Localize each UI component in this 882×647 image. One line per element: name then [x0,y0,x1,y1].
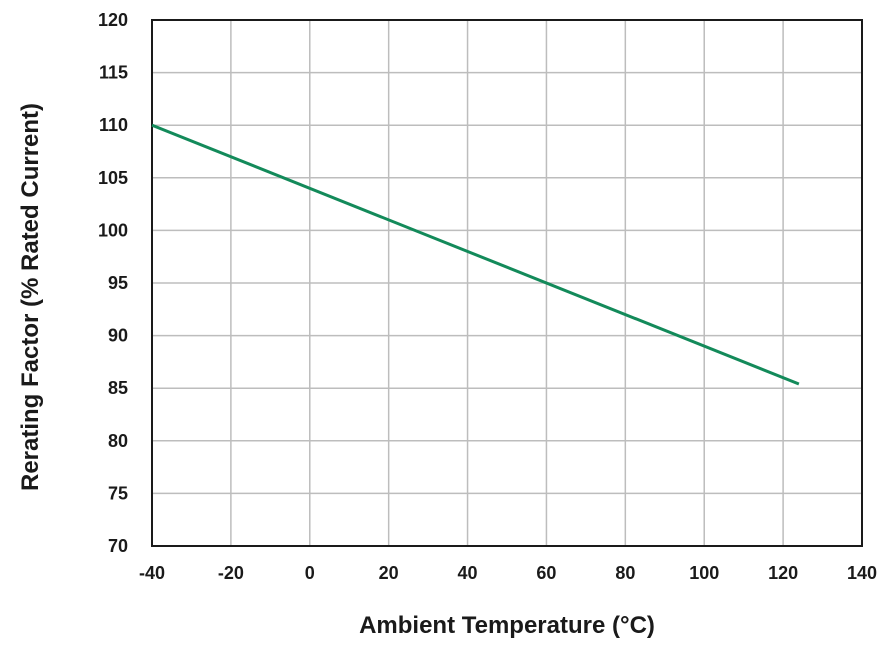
x-tick-label: 140 [847,563,877,583]
x-tick-label: 20 [379,563,399,583]
series-line [151,123,800,386]
x-tick-label: -20 [218,563,244,583]
y-tick-label: 70 [108,536,128,556]
x-tick-label: 40 [458,563,478,583]
plot-frame [151,19,863,547]
y-tick-label: 75 [108,483,128,503]
y-tick-label: 90 [108,326,128,346]
y-tick-label: 95 [108,273,128,293]
y-tick-label: 105 [98,168,128,188]
y-axis-title: Rerating Factor (% Rated Current) [17,103,44,491]
y-tick-label: 80 [108,431,128,451]
y-tick-label: 100 [98,220,128,240]
x-axis-title: Ambient Temperature (°C) [359,612,655,639]
x-tick-label: 120 [768,563,798,583]
series-layer [151,123,800,386]
y-tick-label: 120 [98,10,128,30]
x-tick-label: -40 [139,563,165,583]
x-tick-label: 80 [615,563,635,583]
y-tick-label: 110 [99,115,128,135]
y-tick-label: 85 [108,378,128,398]
x-tick-labels: -40 -20 0 20 40 60 80 100 120 140 [139,563,877,583]
y-tick-labels: 70 75 80 85 90 95 100 105 110 115 120 [98,10,128,556]
x-tick-label: 60 [536,563,556,583]
x-tick-label: 100 [689,563,719,583]
y-tick-label: 115 [99,63,128,83]
grid [151,19,863,547]
x-tick-label: 0 [305,563,315,583]
